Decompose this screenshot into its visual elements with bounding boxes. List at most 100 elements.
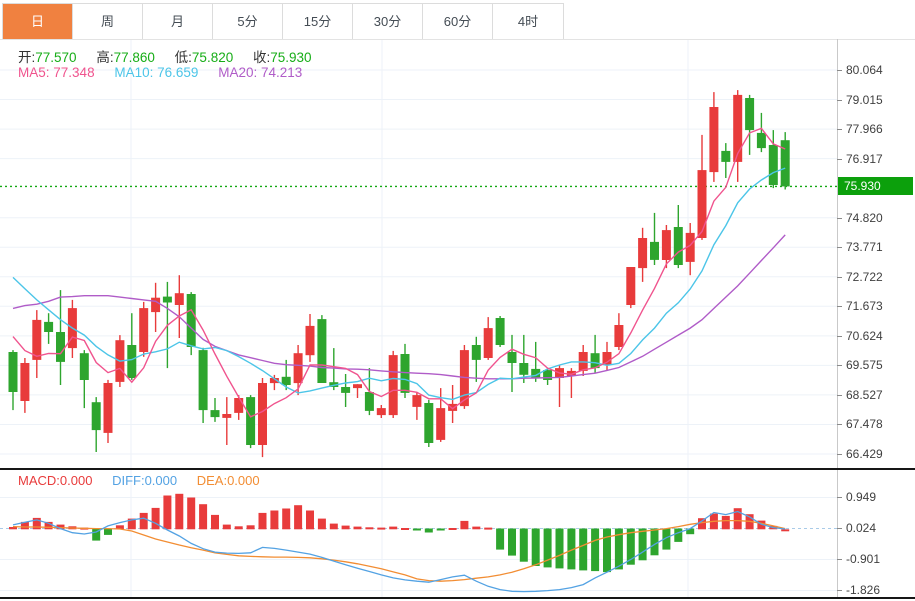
axis-tick [837,365,842,366]
tab-15min[interactable]: 15分 [283,4,353,39]
candle[interactable] [756,112,766,153]
macd-bar [127,518,136,530]
candle[interactable] [341,374,351,407]
candle[interactable] [661,225,671,269]
candle[interactable] [424,399,434,447]
open-value: 77.570 [35,50,77,65]
macd-readout: MACD:0.000 DIFF:0.000 DEA:0.000 [18,473,276,488]
candle[interactable] [471,336,481,382]
tab-5min[interactable]: 5分 [213,4,283,39]
axis-tick [837,590,842,591]
price-axis-label: 73.771 [846,240,883,254]
candle[interactable] [56,290,65,385]
candle[interactable] [20,358,30,413]
candle[interactable] [8,350,18,411]
candle[interactable] [222,397,232,445]
candle[interactable] [436,388,446,442]
candle[interactable] [376,405,386,418]
candle[interactable] [329,348,339,391]
macd-axis-label: 0.024 [846,521,877,535]
macd-bar [258,512,267,530]
candle[interactable] [186,292,196,356]
high-label: 高: [96,50,114,65]
candle[interactable] [269,374,279,391]
candle[interactable] [400,343,410,398]
tab-monthly[interactable]: 月 [143,4,213,39]
macd-bar [353,526,362,530]
candle[interactable] [293,345,303,396]
candle[interactable] [44,313,54,344]
macd-bar [436,528,445,531]
candle[interactable] [709,92,719,182]
candle[interactable] [32,310,42,378]
tab-30min[interactable]: 30分 [353,4,423,39]
macd-bar [698,518,706,530]
axis-tick [837,528,842,529]
macd-chart-panel[interactable] [0,470,837,597]
candle[interactable] [566,368,576,398]
tab-4hour[interactable]: 4时 [517,14,539,29]
candle[interactable] [174,275,184,338]
candle[interactable] [543,368,553,385]
candle[interactable] [151,282,161,332]
candle[interactable] [127,313,137,380]
axis-tick [837,159,842,160]
candle[interactable] [67,299,77,358]
tab-weekly[interactable]: 周 [73,4,143,39]
tab-60min[interactable]: 60分 [423,4,493,39]
macd-bar [531,528,540,566]
macd-bar [567,528,576,570]
macd-bar [115,525,124,530]
price-axis-label: 76.917 [846,152,883,166]
macd-bar [92,528,101,541]
candle[interactable] [745,94,755,155]
candle[interactable] [79,350,89,409]
close-value: 75.930 [270,50,312,65]
macd-bar [424,528,433,533]
candle[interactable] [519,334,529,383]
candle[interactable] [673,205,683,269]
macd-bar [329,523,338,530]
candle[interactable] [353,384,362,398]
candle[interactable] [388,350,398,418]
candle[interactable] [258,378,267,458]
candle[interactable] [317,315,327,383]
macd-bar [650,528,659,556]
candle[interactable] [305,314,315,362]
candle[interactable] [210,398,220,422]
macd-bar [44,521,53,530]
candle[interactable] [198,347,208,423]
candle[interactable] [650,212,659,265]
macd-bar [733,508,742,530]
candle[interactable] [721,143,731,178]
price-chart-panel[interactable] [0,40,837,470]
dea-label: DEA: [196,473,228,488]
candle[interactable] [507,334,517,392]
candle[interactable] [697,134,707,240]
tab-daily[interactable]: 日 [3,4,73,39]
macd-bar [555,528,564,569]
candle[interactable] [590,334,600,373]
ma20-label: MA20: [218,65,258,80]
candle[interactable] [495,316,505,347]
candle[interactable] [246,395,256,449]
price-axis-label: 70.624 [846,329,883,343]
candle[interactable] [412,392,422,420]
axis-tick [837,336,842,337]
macd-bar [412,528,421,531]
candle[interactable] [614,313,624,351]
macd-bar [104,528,112,535]
candle[interactable] [483,317,493,360]
candle[interactable] [234,395,244,420]
candle[interactable] [103,379,113,443]
candle[interactable] [780,132,790,190]
panel-separator-bottom [0,597,915,599]
candle[interactable] [733,90,743,182]
candle[interactable] [685,223,695,276]
candle[interactable] [448,385,458,423]
candle[interactable] [626,267,636,309]
candle[interactable] [768,130,778,189]
candle[interactable] [638,227,648,282]
candle[interactable] [139,301,149,357]
candle[interactable] [91,397,101,452]
